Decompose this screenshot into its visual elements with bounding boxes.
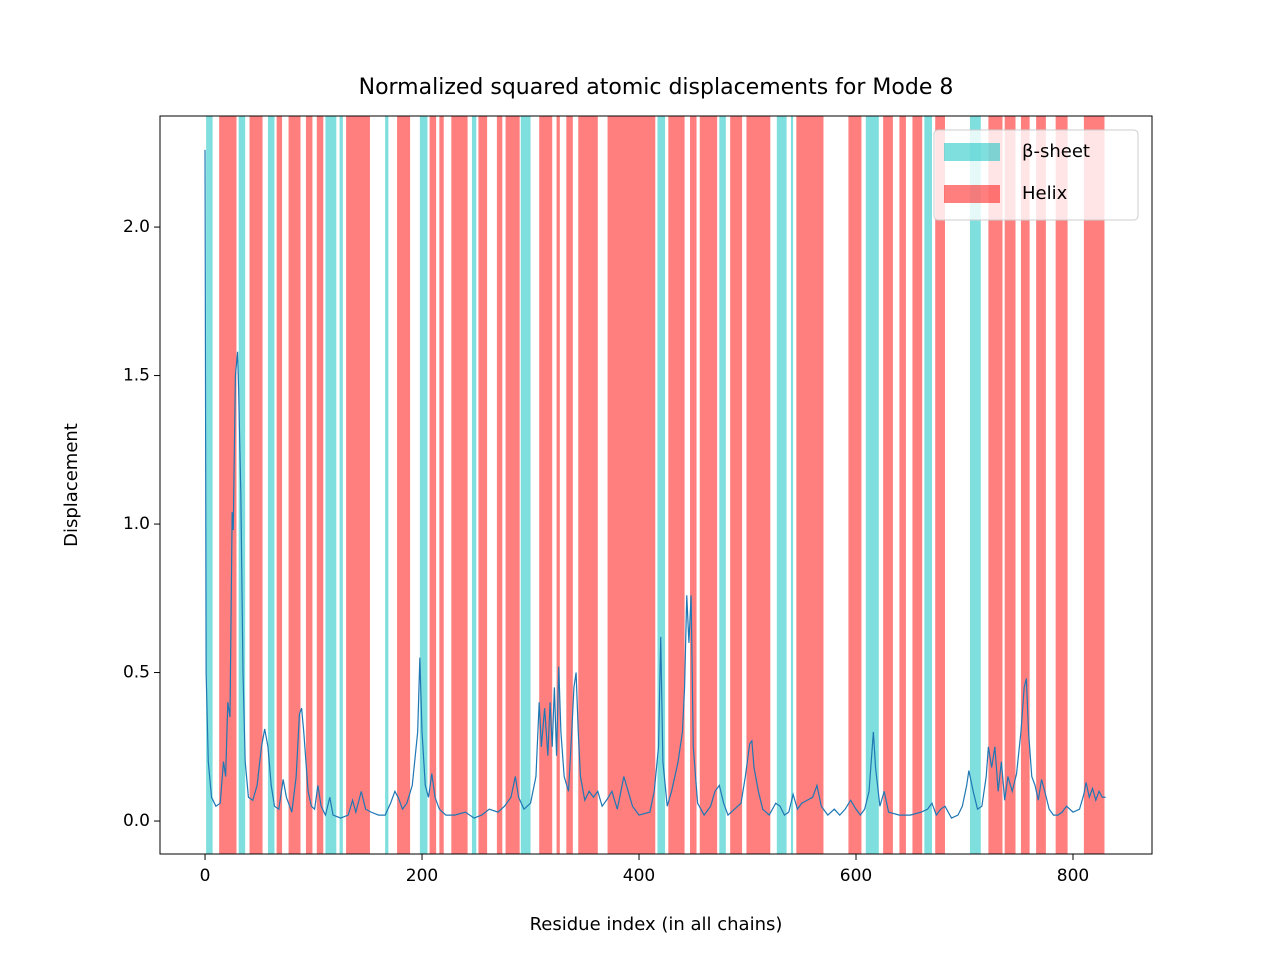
region-span <box>924 116 932 854</box>
region-span <box>249 116 263 854</box>
x-tick-label: 600 <box>840 866 872 886</box>
displacement-line <box>204 149 1106 819</box>
region-span <box>1004 116 1016 854</box>
region-span <box>1055 116 1068 854</box>
region-span <box>719 116 726 854</box>
y-tick-label: 1.0 <box>123 514 150 534</box>
region-span <box>935 116 945 854</box>
chart-title: Normalized squared atomic displacements … <box>359 75 954 100</box>
region-span <box>505 116 520 854</box>
region-span <box>539 116 553 854</box>
region-span <box>496 116 503 854</box>
region-span <box>429 116 437 854</box>
region-span <box>556 116 560 854</box>
region-span <box>206 116 213 854</box>
y-tick-label: 0.0 <box>123 811 150 831</box>
region-span <box>796 116 824 854</box>
region-span <box>219 116 237 854</box>
region-span <box>276 116 283 854</box>
region-span <box>969 116 981 854</box>
x-tick-label: 0 <box>200 866 211 886</box>
region-span <box>288 116 301 854</box>
x-tick-label: 400 <box>623 866 655 886</box>
legend-label: β-sheet <box>1022 141 1090 162</box>
region-span <box>316 116 324 854</box>
region-span <box>657 116 666 854</box>
legend-label: Helix <box>1022 183 1068 204</box>
region-span <box>912 116 923 854</box>
region-span <box>690 116 697 854</box>
region-span <box>339 116 343 854</box>
y-tick-label: 1.5 <box>123 366 150 386</box>
region-span <box>1083 116 1105 854</box>
region-span <box>578 116 598 854</box>
region-span <box>451 116 468 854</box>
region-span <box>699 116 718 854</box>
x-tick-label: 200 <box>406 866 438 886</box>
legend-swatch <box>944 143 1000 161</box>
region-span <box>790 116 794 854</box>
region-span <box>1036 116 1046 854</box>
region-span <box>566 116 573 854</box>
region-span <box>439 116 444 854</box>
region-span <box>776 116 787 854</box>
plot-frame <box>159 115 1153 855</box>
region-span <box>397 116 411 854</box>
region-span <box>385 116 389 854</box>
region-span <box>520 116 531 854</box>
region-span <box>865 116 879 854</box>
region-span <box>746 116 771 854</box>
region-span <box>988 116 1003 854</box>
y-tick-label: 2.0 <box>123 217 150 237</box>
region-span <box>419 116 428 854</box>
region-span <box>267 116 275 854</box>
legend-swatch <box>944 185 1000 203</box>
region-span <box>238 116 246 854</box>
region-span <box>848 116 862 854</box>
region-span <box>899 116 906 854</box>
region-span <box>325 116 337 854</box>
region-span <box>607 116 656 854</box>
x-axis-label: Residue index (in all chains) <box>530 914 783 935</box>
y-tick-label: 0.5 <box>123 663 150 683</box>
x-tick-label: 800 <box>1057 866 1089 886</box>
region-span <box>730 116 743 854</box>
y-axis-label: Displacement <box>61 423 82 547</box>
region-span <box>668 116 685 854</box>
region-span <box>883 116 893 854</box>
region-span <box>478 116 488 854</box>
region-span <box>305 116 313 854</box>
region-span <box>346 116 370 854</box>
region-span <box>1020 116 1030 854</box>
region-span <box>471 116 477 854</box>
